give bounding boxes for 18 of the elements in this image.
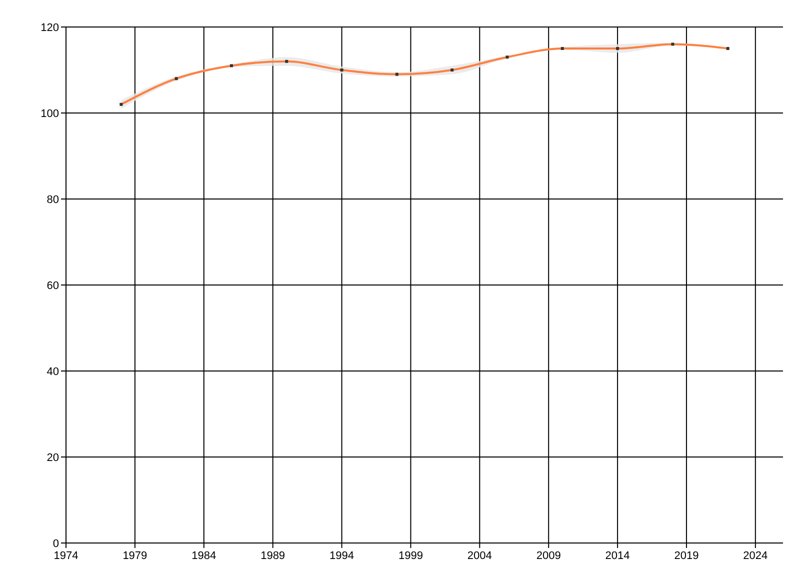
x-tick-label: 2009 (536, 550, 561, 562)
x-tick-label: 1974 (54, 550, 78, 562)
x-tick-label: 1989 (260, 550, 286, 562)
x-tick-label: 2014 (605, 550, 630, 562)
x-tick-label: 1979 (122, 550, 148, 562)
y-tick-label: 0 (52, 538, 59, 550)
x-tick-label: 2004 (467, 550, 492, 562)
y-tick-label: 100 (40, 108, 59, 120)
x-tick-label: 1994 (330, 550, 354, 562)
y-tick-label: 20 (46, 452, 59, 464)
x-tick-label: 2024 (743, 550, 768, 562)
y-tick-label: 60 (46, 280, 59, 292)
x-tick-label: 1999 (398, 550, 423, 562)
y-tick-label: 40 (46, 366, 59, 378)
x-tick-label: 1984 (192, 550, 216, 562)
y-tick-label: 80 (46, 194, 59, 206)
x-tick-label: 2019 (674, 550, 699, 562)
y-tick-label: 120 (40, 22, 59, 34)
